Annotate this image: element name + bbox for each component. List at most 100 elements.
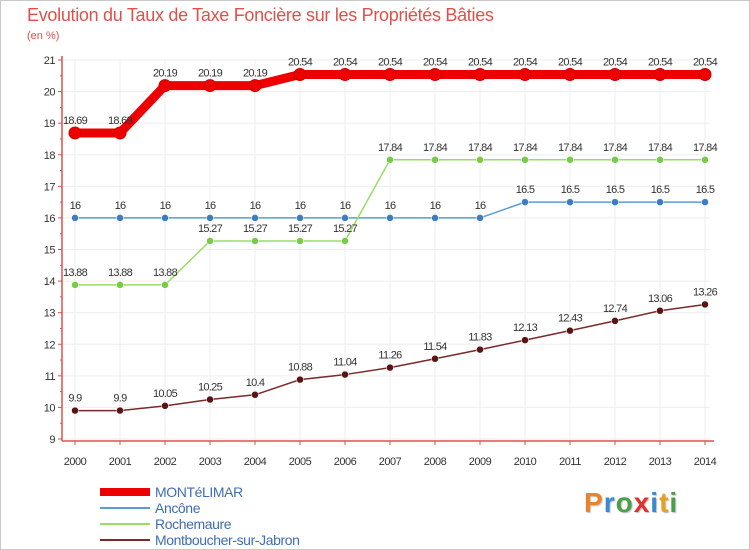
data-label: 12.74	[603, 303, 628, 315]
data-point	[476, 156, 484, 164]
data-point	[653, 68, 667, 82]
data-label: 16	[430, 200, 441, 212]
data-label: 15.27	[243, 223, 268, 235]
data-label: 17.84	[693, 142, 718, 154]
data-point	[341, 237, 349, 245]
data-point	[203, 79, 217, 93]
data-label: 17.84	[648, 142, 673, 154]
data-label: 20.54	[558, 57, 583, 69]
data-point	[428, 68, 442, 82]
data-point	[113, 126, 127, 140]
data-point	[473, 68, 487, 82]
data-point	[71, 214, 79, 222]
data-label: 20.54	[378, 57, 403, 69]
data-point	[611, 198, 619, 206]
data-label: 13.88	[63, 267, 88, 279]
data-label: 16.5	[561, 184, 580, 196]
data-point	[701, 156, 709, 164]
data-label: 13.88	[153, 267, 178, 279]
data-label: 12.13	[513, 322, 538, 334]
data-point	[698, 68, 712, 82]
legend-swatch	[100, 507, 150, 509]
data-point	[341, 370, 349, 379]
data-label: 20.19	[243, 68, 268, 80]
data-point	[611, 156, 619, 164]
data-point	[566, 156, 574, 164]
data-label: 9.9	[113, 393, 127, 405]
data-point	[158, 79, 172, 93]
y-tick-label: 19	[44, 118, 56, 130]
data-label: 20.54	[288, 57, 313, 69]
data-point	[251, 237, 259, 245]
data-point	[161, 402, 169, 410]
data-point	[206, 395, 214, 404]
x-tick-label: 2013	[649, 456, 672, 468]
y-tick-label: 14	[44, 276, 56, 288]
y-tick-label: 20	[44, 87, 56, 99]
data-point	[656, 156, 664, 164]
y-tick-label: 10	[44, 402, 56, 414]
x-tick-label: 2014	[694, 456, 717, 468]
data-point	[161, 214, 169, 222]
data-point	[701, 300, 709, 309]
data-point	[608, 68, 622, 82]
data-label: 17.84	[378, 142, 403, 154]
logo-letter: x	[633, 487, 651, 518]
data-point	[161, 281, 169, 289]
data-label: 16	[115, 200, 126, 212]
x-tick-label: 2007	[379, 456, 402, 468]
data-label: 16	[385, 200, 396, 212]
data-point	[71, 281, 79, 289]
data-label: 10.4	[246, 377, 265, 389]
data-label: 10.05	[153, 388, 178, 400]
data-label: 16.5	[516, 184, 535, 196]
data-point	[521, 156, 529, 164]
data-point	[383, 68, 397, 82]
data-label: 10.88	[288, 362, 313, 374]
data-label: 16	[205, 200, 216, 212]
data-point	[251, 391, 259, 399]
legend-swatch	[100, 539, 150, 541]
data-point	[518, 68, 532, 82]
logo-letter: r	[603, 487, 616, 518]
legend-swatch	[100, 488, 150, 496]
data-point	[251, 214, 259, 222]
data-label: 20.19	[198, 68, 223, 80]
x-tick-label: 2009	[469, 456, 492, 468]
logo-letter: t	[659, 487, 670, 518]
legend: MONTéLIMAR Ancône Rochemaure Montboucher-su…	[100, 484, 360, 548]
data-point	[701, 198, 709, 206]
legend-label: Ancône	[155, 500, 201, 516]
data-label: 11.04	[333, 357, 357, 369]
data-point	[521, 198, 529, 206]
data-point	[386, 156, 394, 164]
data-point	[248, 79, 262, 93]
data-point	[296, 237, 304, 245]
legend-swatch	[100, 523, 150, 525]
y-tick-label: 21	[44, 55, 56, 67]
legend-label: Rochemaure	[155, 516, 232, 532]
x-tick-label: 2005	[289, 456, 312, 468]
data-point	[566, 326, 574, 335]
x-tick-label: 2002	[154, 456, 177, 468]
data-point	[71, 406, 79, 415]
data-label: 15.27	[288, 223, 313, 235]
data-label: 9.9	[68, 393, 82, 405]
y-tick-label: 13	[44, 308, 56, 320]
x-tick-label: 2010	[514, 456, 537, 468]
data-label: 18.69	[63, 115, 88, 127]
data-point	[116, 406, 124, 415]
x-tick-label: 2006	[334, 456, 357, 468]
data-point	[431, 156, 439, 164]
legend-item: Rochemaure	[100, 516, 360, 532]
data-point	[68, 126, 82, 140]
data-label: 20.54	[648, 57, 673, 69]
data-point	[566, 198, 574, 206]
y-tick-label: 18	[44, 150, 56, 162]
data-point	[206, 237, 214, 245]
data-label: 16.5	[606, 184, 625, 196]
legend-label: MONTéLIMAR	[155, 484, 243, 500]
data-label: 17.84	[558, 142, 583, 154]
data-label: 15.27	[333, 223, 358, 235]
y-tick-label: 12	[44, 339, 56, 351]
